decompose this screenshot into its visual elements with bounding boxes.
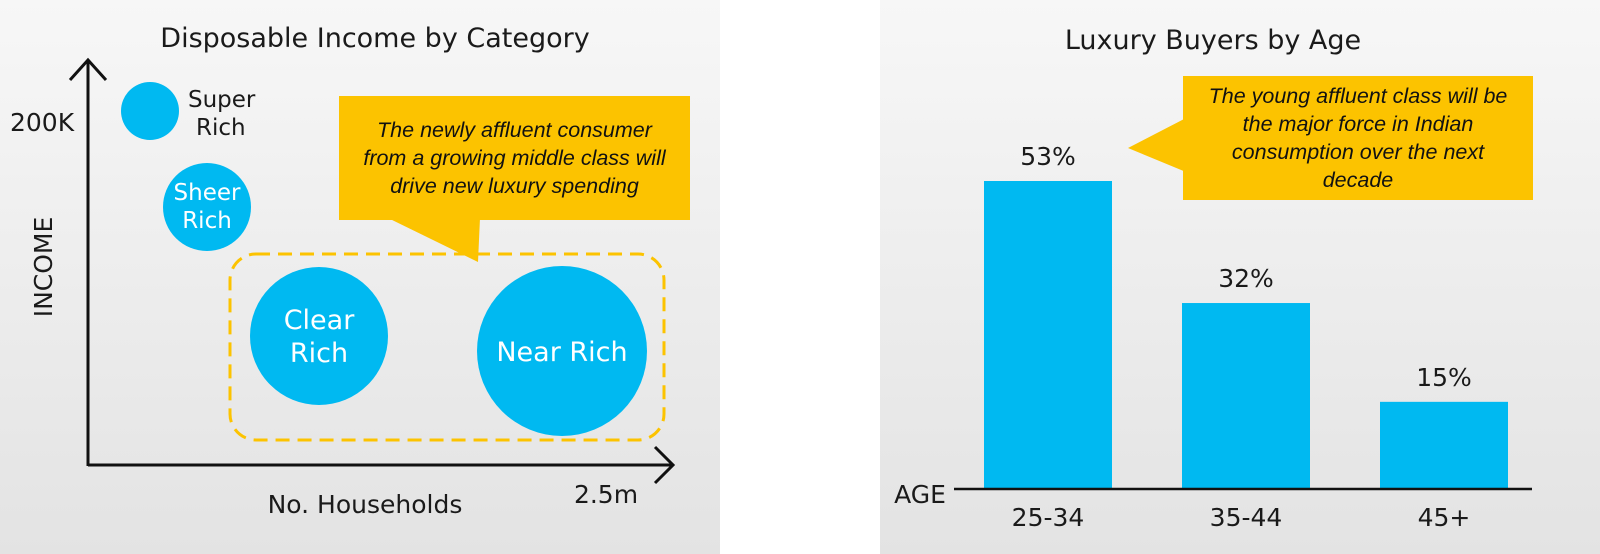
bubble-super-rich-label-1: Super bbox=[188, 87, 256, 113]
income-callout-line-3: drive new luxury spending bbox=[390, 174, 639, 198]
bubble-super-rich bbox=[121, 82, 179, 140]
bar-category-label-45+: 45+ bbox=[1418, 503, 1471, 532]
x-tick-label: 2.5m bbox=[574, 480, 638, 509]
age-callout-pointer bbox=[1128, 118, 1186, 172]
bar-category-label-35-44: 35-44 bbox=[1210, 503, 1283, 532]
bar-value-label-25-34: 53% bbox=[1020, 142, 1076, 171]
bubble-near-rich bbox=[477, 266, 647, 436]
income-callout-pointer bbox=[388, 218, 480, 262]
age-callout-line-3: consumption over the next bbox=[1231, 140, 1485, 164]
y-axis-label: INCOME bbox=[29, 217, 58, 318]
bar-35-44 bbox=[1182, 303, 1310, 489]
bar-x-axis-label: AGE bbox=[894, 480, 946, 509]
bar-value-label-35-44: 32% bbox=[1218, 264, 1274, 293]
bubble-clear-rich-label-2: Rich bbox=[290, 338, 348, 369]
x-axis-arrow bbox=[653, 445, 676, 485]
income-callout-line-1: The newly affluent consumer bbox=[377, 118, 652, 142]
bubble-near-rich-label: Near Rich bbox=[496, 337, 627, 368]
y-axis-arrow bbox=[68, 57, 108, 82]
income-chart: Disposable Income by Category 200K INCOM… bbox=[10, 23, 676, 519]
bar-45+ bbox=[1380, 401, 1508, 489]
age-callout-line-4: decade bbox=[1322, 168, 1394, 192]
income-chart-panel: Disposable Income by Category 200K INCOM… bbox=[0, 0, 720, 554]
age-callout-line-2: the major force in Indian bbox=[1242, 112, 1474, 136]
income-callout-line-2: from a growing middle class will bbox=[363, 146, 666, 170]
bar-25-34 bbox=[984, 181, 1112, 489]
y-tick-label: 200K bbox=[10, 108, 75, 137]
age-callout-line-1: The young affluent class will be bbox=[1208, 84, 1508, 108]
bubble-sheer-rich-label-2: Rich bbox=[182, 208, 232, 234]
bar-category-label-25-34: 25-34 bbox=[1012, 503, 1085, 532]
bubble-sheer-rich-label-1: Sheer bbox=[174, 180, 241, 206]
bubble-sheer-rich bbox=[163, 163, 251, 251]
age-chart-panel: Luxury Buyers by Age 53% 25-34 32% 35-44 15%… bbox=[880, 0, 1600, 554]
bubble-clear-rich bbox=[250, 267, 388, 405]
bubble-clear-rich-label-1: Clear bbox=[284, 305, 356, 336]
age-chart: Luxury Buyers by Age 53% 25-34 32% 35-44 15%… bbox=[894, 25, 1532, 532]
highlight-dashed-frame bbox=[228, 252, 666, 442]
x-axis-label: No. Households bbox=[268, 490, 463, 519]
bar-value-label-45+: 15% bbox=[1416, 363, 1472, 392]
bubble-super-rich-label-2: Rich bbox=[196, 115, 246, 141]
income-chart-title: Disposable Income by Category bbox=[160, 23, 589, 54]
age-chart-title: Luxury Buyers by Age bbox=[1065, 25, 1361, 56]
age-callout: The young affluent class will be the maj… bbox=[1183, 76, 1533, 200]
income-callout: The newly affluent consumer from a growi… bbox=[339, 96, 690, 220]
